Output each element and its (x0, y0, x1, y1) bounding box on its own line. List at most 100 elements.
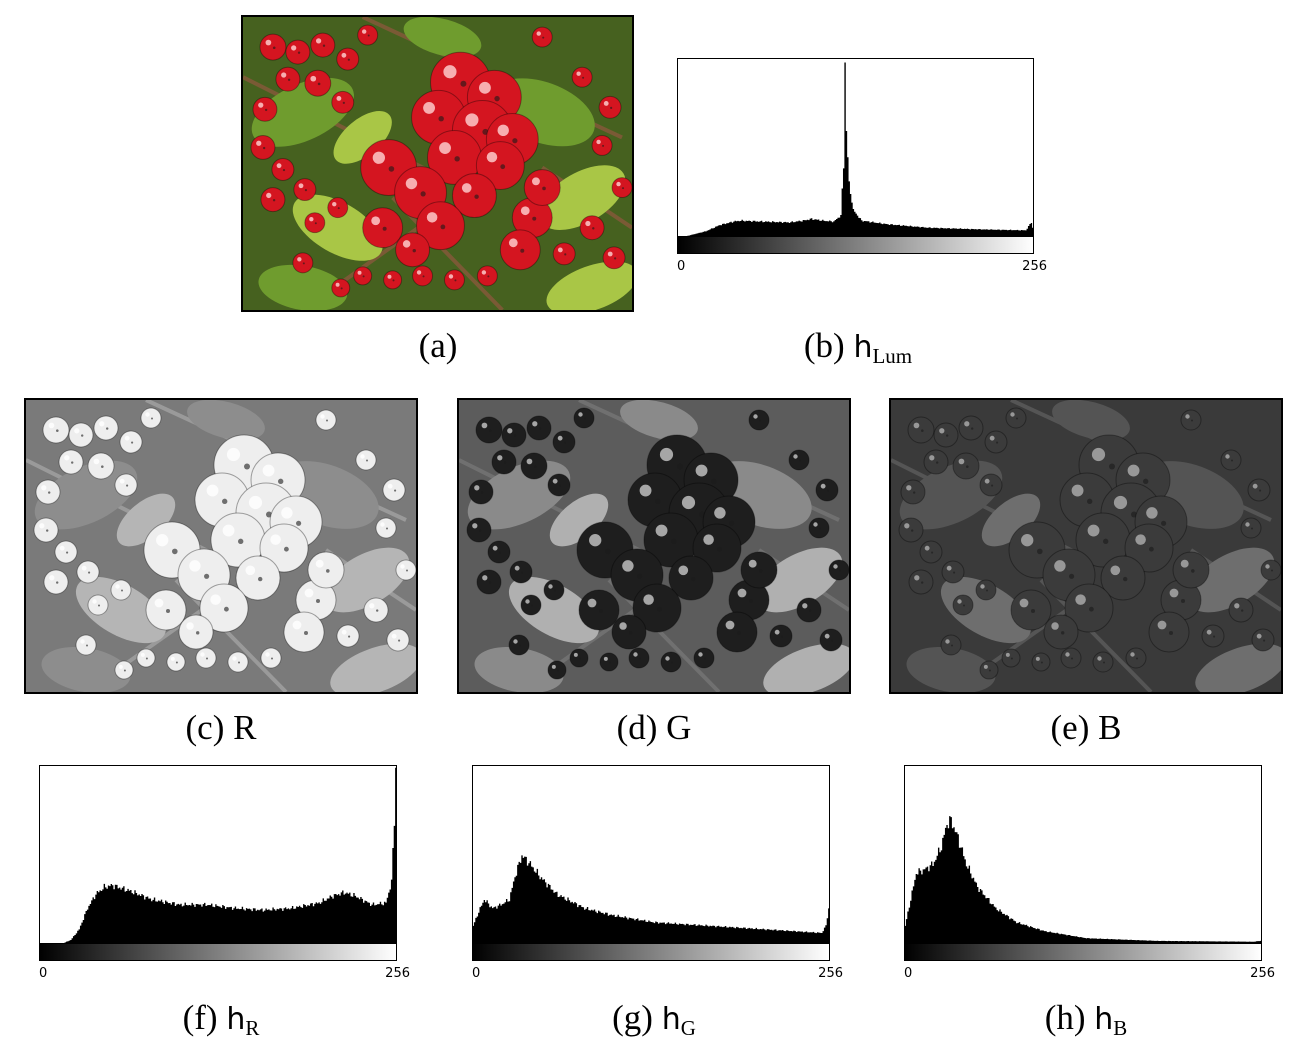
photo-red-channel (24, 398, 418, 694)
berry-highlight (80, 639, 85, 644)
berry-tip (474, 194, 479, 199)
caption-g-sub: G (680, 1016, 696, 1040)
berry-tip (831, 639, 834, 642)
berry-highlight (603, 656, 608, 661)
berry-highlight (1113, 495, 1128, 510)
axis-min-label: 0 (904, 966, 912, 981)
berry-highlight (1185, 414, 1190, 419)
berry-highlight (1087, 524, 1100, 537)
berry (260, 647, 282, 669)
berry-highlight (372, 151, 385, 164)
berry-highlight (315, 38, 322, 44)
berry-tip (971, 427, 974, 430)
caption-e-label: (e) (1050, 708, 1090, 747)
berry-tip (519, 644, 521, 647)
berry-highlight (222, 524, 235, 537)
berry (1251, 628, 1275, 652)
berry-highlight (186, 622, 194, 630)
berry-tip (304, 189, 308, 192)
leaf (906, 646, 996, 692)
berry-highlight (461, 183, 472, 193)
berry-tip (1103, 538, 1109, 545)
berry-tip (101, 465, 104, 468)
berry-tip (412, 248, 416, 253)
berry (1060, 647, 1082, 669)
berry-tip (578, 657, 581, 660)
berry-highlight (1091, 447, 1106, 462)
berry-highlight (59, 545, 65, 551)
berry-highlight (41, 485, 47, 491)
berry-tip (382, 226, 387, 231)
berry-tip (911, 529, 914, 532)
berry-tip (388, 166, 395, 172)
berry-highlight (416, 270, 422, 275)
berry-highlight (984, 478, 990, 484)
berry-highlight (681, 495, 696, 510)
berry (76, 560, 100, 584)
berry (315, 409, 337, 431)
berry-tip (206, 657, 208, 660)
berry-highlight (309, 217, 314, 222)
histogram-svg: 0 256 (677, 58, 1047, 274)
leaf (620, 400, 698, 441)
leaf (34, 460, 138, 530)
berry-tip (1123, 576, 1128, 582)
caption-h: (h) hB (986, 1000, 1186, 1039)
berry-highlight (578, 412, 583, 417)
berry (499, 229, 541, 271)
berry-tip (367, 34, 370, 37)
berry (35, 479, 61, 505)
caption-c-label: (c) (185, 708, 225, 747)
berry-highlight (341, 629, 347, 635)
berry (520, 452, 548, 480)
berry-highlight (124, 435, 130, 441)
berry-tip (304, 631, 308, 635)
berry-photo-svg (26, 400, 416, 692)
leaf (403, 17, 482, 58)
berry-tip (454, 156, 460, 162)
berry-highlight (913, 422, 920, 429)
berry-highlight (520, 206, 530, 216)
caption-d: (d) G (554, 710, 754, 745)
berry (552, 430, 576, 454)
berry-tip (953, 571, 956, 574)
berry (33, 517, 59, 543)
berry-highlight (1265, 564, 1270, 569)
berry-highlight (678, 565, 689, 576)
berry-tip (1087, 498, 1093, 505)
berry (898, 517, 924, 543)
leaf (940, 576, 1032, 644)
berry (468, 479, 494, 505)
berry-highlight (265, 652, 270, 657)
berry-highlight (964, 421, 970, 427)
berry-highlight (906, 485, 912, 491)
berry-highlight (332, 201, 337, 207)
berry-tip (420, 191, 426, 197)
berry-highlight (118, 664, 123, 669)
berry-tip (238, 661, 240, 664)
leaf (981, 493, 1041, 547)
berry (1180, 409, 1202, 431)
berry (547, 660, 567, 680)
berry-tip (386, 527, 388, 530)
berry-tip (839, 569, 841, 572)
berry (769, 624, 793, 648)
berry-highlight (557, 247, 563, 253)
berry (119, 430, 143, 454)
berry (940, 634, 962, 656)
caption-f-label: (f) (182, 998, 218, 1037)
berry-tip (711, 478, 717, 485)
berry-highlight (497, 455, 503, 461)
berry-tip (362, 275, 365, 278)
berry-tip (121, 589, 123, 592)
berry (1125, 647, 1147, 669)
berry (283, 611, 325, 653)
berry (611, 177, 632, 199)
berry-tip (406, 569, 408, 572)
berry-highlight (93, 458, 100, 465)
berry-tip (655, 498, 661, 505)
berry (87, 452, 115, 480)
berry-tip (531, 604, 533, 607)
berry (748, 409, 770, 431)
berry-tip (605, 548, 611, 555)
